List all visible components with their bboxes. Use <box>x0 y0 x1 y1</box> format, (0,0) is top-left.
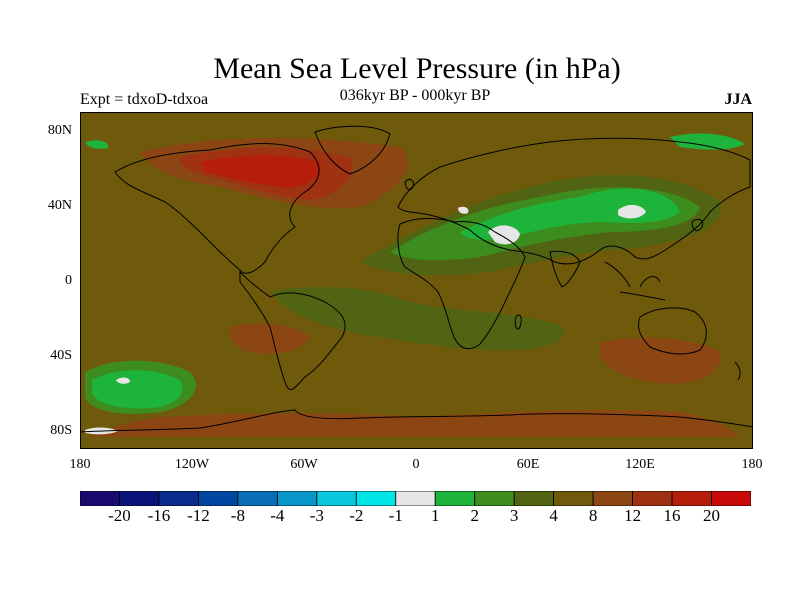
southern-ocean-high <box>90 409 740 437</box>
experiment-label: Expt = tdxoD-tdxoa <box>80 91 209 108</box>
central-asia-low-core <box>618 204 646 219</box>
coastline-eurasia <box>397 137 751 265</box>
colorbar-tick-label: -20 <box>108 506 131 525</box>
colorbar-swatch <box>198 491 239 506</box>
colorbar-swatch <box>355 491 397 506</box>
colorbar-swatch <box>434 491 476 506</box>
colorbar-tick-label: -2 <box>349 506 364 525</box>
coastline-madagascar <box>514 314 522 330</box>
coastline-north-america <box>114 143 320 274</box>
colorbar-swatch <box>592 491 633 506</box>
colorbar-swatch <box>711 491 751 506</box>
lon-label-60w: 60W <box>290 457 318 472</box>
colorbar-swatch <box>632 491 673 506</box>
coastline-south-america <box>239 270 346 391</box>
colorbar-tick-label: -8 <box>230 506 245 525</box>
lon-label-120e: 120E <box>625 457 655 472</box>
map-frame <box>80 112 753 449</box>
colorbar-swatch <box>671 491 712 506</box>
coastline-antarctica <box>80 409 753 433</box>
coastline-africa <box>397 218 526 350</box>
lon-label-180w: 180 <box>69 457 91 472</box>
colorbar-tick-label: 1 <box>430 506 440 525</box>
colorbar-swatch <box>276 491 318 506</box>
mediterranean-low-core <box>458 206 469 214</box>
lat-label-40s: 40S <box>50 348 72 363</box>
colorbar-swatch <box>395 491 436 506</box>
colorbar <box>80 491 751 506</box>
colorbar-tick-label: 8 <box>588 506 598 525</box>
south-pacific-low-mid <box>92 370 183 409</box>
coastline-india <box>549 250 581 288</box>
arctic-low-west <box>85 140 109 149</box>
colorbar-tick-label: -16 <box>147 506 171 525</box>
pressure-map <box>80 112 753 449</box>
lat-label-80n: 80N <box>47 123 72 138</box>
south-indian-high <box>600 337 721 384</box>
coastline-southeast-asia <box>604 261 666 301</box>
coastlines <box>80 125 753 433</box>
coastline-british-isles <box>404 179 414 191</box>
colorbar-swatch <box>119 491 160 506</box>
colorbar-tick-label: -4 <box>270 506 285 525</box>
season-label: JJA <box>724 91 752 108</box>
colorbar-swatch <box>474 491 515 506</box>
plot-title: Mean Sea Level Pressure (in hPa) <box>213 52 621 85</box>
colorbar-swatch <box>513 491 555 506</box>
lon-label-120w: 120W <box>174 457 210 472</box>
coastline-japan <box>691 219 704 232</box>
colorbar-tick-label: 16 <box>663 506 681 525</box>
coastline-australia <box>637 307 707 355</box>
colorbar-swatch <box>237 491 278 506</box>
lon-label-180e: 180 <box>741 457 763 472</box>
colorbar-tick-label: 12 <box>624 506 642 525</box>
lat-label-40n: 40N <box>47 198 72 213</box>
south-pacific-low-core <box>116 377 130 384</box>
south-atlantic-high <box>229 323 310 354</box>
colorbar-tick-label: 4 <box>549 506 558 525</box>
colorbar-tick-label: 20 <box>703 506 721 525</box>
lat-label-0: 0 <box>65 273 72 288</box>
arctic-low-east <box>670 133 745 150</box>
colorbar-tick-label: -12 <box>187 506 210 525</box>
colorbar-tick-label: -1 <box>388 506 403 525</box>
colorbar-swatch <box>316 491 357 506</box>
map-svg <box>80 112 753 449</box>
north-atlantic-high-peak <box>200 155 321 188</box>
lon-label-60e: 60E <box>516 457 540 472</box>
time-period-label: 036kyr BP - 000kyr BP <box>339 87 491 104</box>
colorbar-tick-label: 2 <box>470 506 479 525</box>
colorbar-swatch <box>553 491 594 506</box>
eurasia-low-inner <box>460 188 680 240</box>
colorbar-tick-label: 3 <box>509 506 519 525</box>
coastline-new-zealand <box>734 361 741 381</box>
coastline-greenland <box>314 125 391 175</box>
lon-label-0: 0 <box>412 457 420 472</box>
colorbar-tick-label: -3 <box>309 506 324 525</box>
colorbar-swatch <box>158 491 199 506</box>
arabia-low-core <box>488 225 520 245</box>
tropical-weak-band <box>270 286 565 351</box>
pressure-anomaly-fields <box>85 133 745 437</box>
colorbar-swatch <box>80 491 120 506</box>
lat-label-80s: 80S <box>50 423 72 438</box>
